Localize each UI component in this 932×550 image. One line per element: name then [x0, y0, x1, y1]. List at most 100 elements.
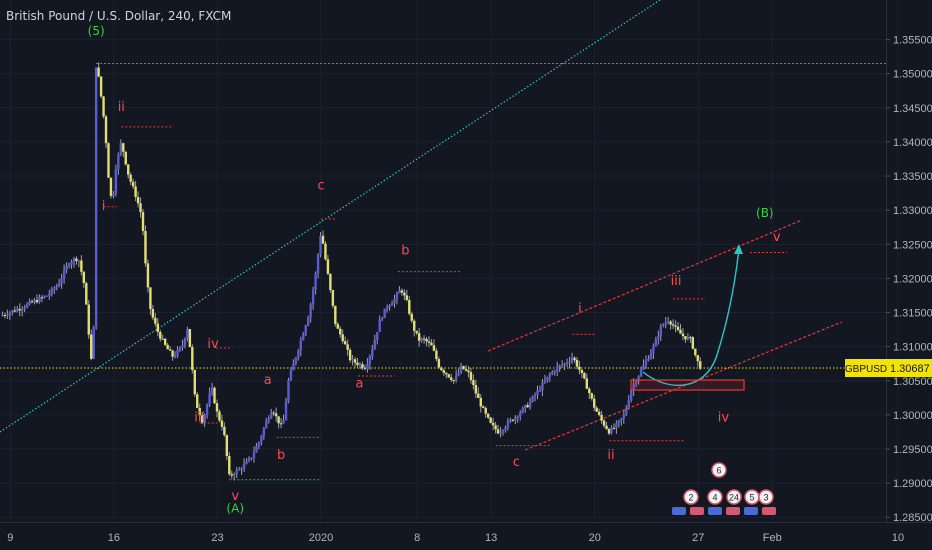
- candle: [55, 283, 58, 291]
- candle-body: [208, 393, 211, 405]
- candle-body: [410, 313, 413, 321]
- candle: [450, 373, 453, 382]
- chart-annotations[interactable]: [630, 244, 745, 391]
- event-marker-count: 5: [749, 493, 754, 503]
- candle: [462, 365, 465, 370]
- candle: [346, 339, 349, 356]
- candle: [260, 434, 263, 446]
- candle-body: [482, 406, 485, 409]
- candle-body: [597, 411, 601, 415]
- candle: [361, 361, 364, 371]
- candle-body: [129, 174, 132, 182]
- candle: [699, 357, 702, 371]
- candle-body: [72, 258, 76, 262]
- candle-body: [87, 304, 90, 335]
- candle-body: [415, 330, 418, 334]
- candle: [662, 323, 665, 328]
- candle-body: [139, 203, 142, 213]
- candle-body: [686, 337, 690, 340]
- candle-body: [413, 320, 416, 331]
- candle-body: [341, 334, 344, 342]
- candle-body: [366, 364, 369, 369]
- candle-body: [265, 420, 268, 429]
- candle-body: [30, 301, 34, 303]
- candle-body: [454, 375, 458, 381]
- projection-curve[interactable]: [642, 247, 740, 386]
- candle: [422, 335, 426, 344]
- event-marker[interactable]: 2: [683, 489, 699, 505]
- time-axis[interactable]: 9 16 23 2020 8 13 20 27 Feb 10: [7, 532, 904, 544]
- candle: [230, 470, 233, 479]
- candle-body: [161, 338, 164, 340]
- candle: [70, 259, 73, 269]
- event-marker[interactable]: 24: [726, 489, 742, 505]
- candle-body: [168, 349, 172, 351]
- event-marker[interactable]: 6: [711, 462, 727, 478]
- price-axis[interactable]: 1.35500 1.35000 1.34500 1.34000 1.33500 1.330…: [886, 35, 932, 525]
- target-zone-box[interactable]: [630, 379, 745, 391]
- candle: [343, 336, 347, 345]
- candle: [380, 316, 384, 322]
- candle-body: [252, 452, 256, 458]
- candle: [30, 299, 34, 304]
- candle: [593, 394, 596, 412]
- candle: [590, 392, 593, 401]
- candle-body: [316, 254, 320, 274]
- candle-body: [304, 325, 307, 334]
- event-marker[interactable]: 3: [758, 489, 774, 505]
- channel-lower-line[interactable]: [524, 321, 843, 451]
- event-marker-circle: [726, 489, 742, 505]
- candle: [75, 256, 78, 265]
- candle: [388, 304, 391, 311]
- candle: [321, 230, 325, 245]
- channel-upper-line[interactable]: [487, 219, 803, 352]
- candle: [159, 329, 162, 342]
- wave-label: iii: [194, 411, 205, 426]
- candle: [676, 322, 680, 332]
- candle-body: [334, 305, 337, 325]
- candle-body: [652, 346, 655, 354]
- candle-body: [257, 442, 261, 447]
- event-marker[interactable]: 5: [744, 489, 760, 505]
- candle: [299, 336, 303, 357]
- candle-body: [13, 310, 16, 312]
- candle-body: [220, 420, 224, 427]
- candle: [242, 458, 246, 472]
- candle: [117, 152, 120, 176]
- candle-body: [440, 367, 443, 371]
- event-marker-circle: [683, 489, 699, 505]
- time-tick-label: 8: [414, 532, 420, 544]
- candle: [8, 310, 12, 320]
- candle: [521, 406, 524, 414]
- candle: [80, 255, 83, 276]
- candle-body: [691, 337, 695, 349]
- candle: [6, 309, 9, 319]
- candle: [430, 339, 433, 346]
- candle: [331, 289, 335, 309]
- candle-body: [75, 258, 78, 262]
- candle: [669, 319, 672, 330]
- candle-body: [565, 362, 569, 364]
- candle: [240, 466, 243, 475]
- candle-body: [684, 336, 687, 340]
- candle: [316, 253, 320, 279]
- candle-body: [183, 338, 187, 346]
- candle: [208, 387, 211, 408]
- candle-body: [699, 361, 702, 369]
- candle: [57, 278, 61, 288]
- candle-body: [659, 325, 662, 337]
- candle-body: [62, 270, 66, 279]
- candle: [514, 415, 517, 425]
- candle: [107, 142, 110, 178]
- event-flag-icon: [708, 507, 722, 515]
- economic-events[interactable]: 62 4 24 5 3: [672, 462, 776, 515]
- candle: [67, 262, 71, 269]
- candle-body: [615, 423, 618, 428]
- event-marker[interactable]: 4: [707, 489, 723, 505]
- chart-drawings[interactable]: [0, 0, 886, 481]
- candle: [341, 329, 344, 344]
- candle-body: [289, 370, 293, 381]
- candle: [141, 209, 145, 236]
- wave-label: c: [317, 179, 324, 194]
